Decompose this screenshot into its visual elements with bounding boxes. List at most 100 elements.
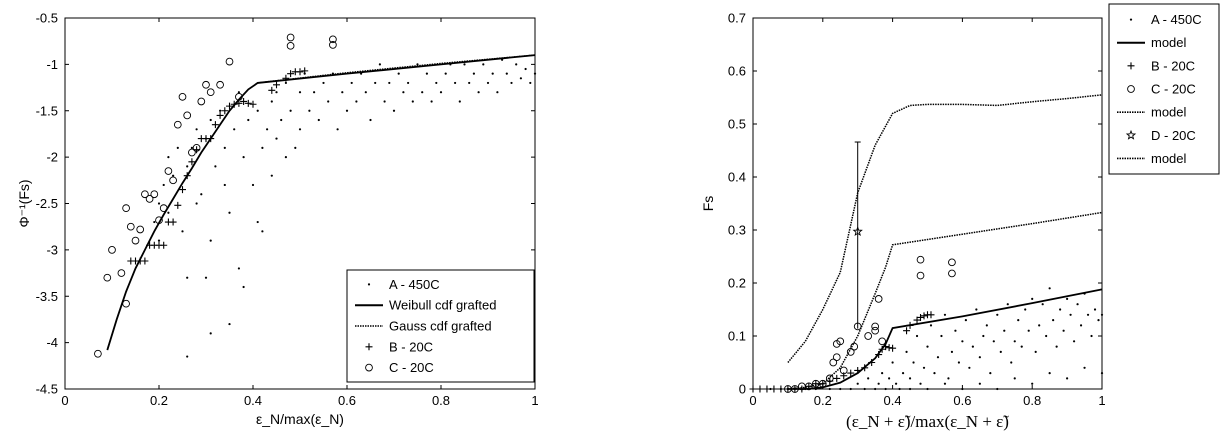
data-point: [298, 91, 302, 94]
legend-label: B - 20C: [1151, 58, 1195, 73]
data-point: [439, 91, 443, 94]
legend-label: C - 20C: [1151, 82, 1196, 97]
data-point: [832, 353, 841, 362]
data-point: [103, 273, 112, 282]
data-point: [430, 100, 433, 103]
y-tick-label: -1.5: [36, 103, 58, 118]
data-point: [242, 285, 245, 289]
data-point: [374, 81, 377, 85]
data-point: [176, 146, 179, 149]
data-point: [877, 382, 880, 385]
data-point: [477, 91, 480, 94]
data-point: [251, 183, 255, 187]
data-point: [266, 128, 269, 131]
data-point: [249, 100, 257, 108]
data-point: [329, 41, 337, 49]
data-point: [1048, 287, 1051, 290]
data-point: [916, 271, 925, 280]
y-tick-label: 0.1: [728, 329, 746, 344]
data-point: [1006, 303, 1009, 306]
data-point: [150, 190, 159, 199]
data-point: [770, 385, 778, 393]
data-point: [178, 92, 187, 101]
data-point: [812, 380, 820, 388]
data-point: [926, 387, 929, 391]
x-tick-label: 0.2: [150, 393, 168, 408]
x-tick-label: 1: [1098, 393, 1105, 408]
data-point: [1027, 329, 1030, 332]
data-point: [950, 350, 954, 353]
data-point: [270, 174, 273, 177]
data-point: [825, 374, 834, 383]
data-point: [1100, 313, 1104, 316]
data-point: [863, 387, 866, 391]
data-point: [1031, 382, 1034, 385]
data-point: [181, 230, 184, 233]
y-axis-label: Φ⁻¹(Fs): [16, 179, 32, 227]
data-point: [968, 366, 971, 369]
data-point: [1052, 319, 1055, 322]
data-point: [1097, 319, 1100, 322]
data-point: [833, 374, 841, 382]
data-point: [341, 91, 344, 94]
data-point: [874, 387, 877, 391]
x-tick-label: 0.4: [244, 393, 262, 408]
data-point: [496, 91, 499, 94]
data-point: [237, 91, 240, 94]
data-point: [397, 72, 400, 75]
data-point: [915, 334, 919, 338]
data-point: [169, 176, 177, 185]
data-point: [482, 63, 485, 66]
data-point: [926, 345, 929, 348]
data-point: [917, 313, 925, 321]
data-point: [286, 41, 295, 50]
data-point: [188, 158, 196, 166]
data-point: [839, 366, 848, 375]
data-point: [1086, 313, 1090, 316]
data-point: [947, 377, 950, 380]
series-model: [787, 288, 1103, 390]
data-point: [392, 109, 396, 112]
data-point: [1059, 308, 1062, 311]
data-point: [888, 377, 891, 380]
data-point: [871, 322, 880, 331]
data-point: [515, 63, 518, 66]
series-line: [106, 54, 536, 351]
data-point: [978, 356, 981, 359]
data-point: [916, 255, 925, 264]
data-point: [1090, 334, 1093, 338]
y-tick-label: 0.2: [728, 276, 746, 291]
data-point: [948, 269, 956, 278]
data-point: [183, 111, 192, 120]
legend: A - 450C model B - 20C C - 20C model D - 20C m…: [1108, 3, 1220, 175]
data-point: [964, 319, 967, 322]
legend: A - 450C Weibull cdf grafted Gauss cdf gra…: [346, 269, 535, 383]
series-line: [787, 94, 1103, 363]
data-point: [402, 91, 405, 94]
data-point: [454, 81, 457, 85]
legend-label: B - 20C: [389, 339, 433, 354]
x-tick-label: 0.4: [884, 393, 902, 408]
data-point: [491, 72, 494, 75]
data-point: [1010, 361, 1013, 364]
data-point: [864, 332, 873, 340]
data-point: [804, 382, 813, 391]
data-point: [223, 183, 226, 187]
x-axis-label: (ε_N + ε̃)/max(ε_N + ε̃): [846, 412, 1009, 431]
data-point: [183, 172, 191, 180]
data-point: [126, 222, 135, 231]
data-point: [999, 350, 1002, 353]
data-point: [117, 269, 126, 277]
x-tick-label: 0: [749, 393, 756, 408]
data-point: [954, 329, 957, 332]
data-point: [186, 276, 189, 279]
data-point: [190, 146, 193, 149]
data-point: [159, 204, 168, 212]
data-point: [529, 81, 532, 85]
x-tick-label: 0: [61, 393, 68, 408]
data-point: [122, 299, 130, 308]
data-point: [209, 239, 212, 242]
data-point: [186, 165, 189, 168]
data-point: [1100, 372, 1104, 375]
data-point: [141, 257, 149, 265]
